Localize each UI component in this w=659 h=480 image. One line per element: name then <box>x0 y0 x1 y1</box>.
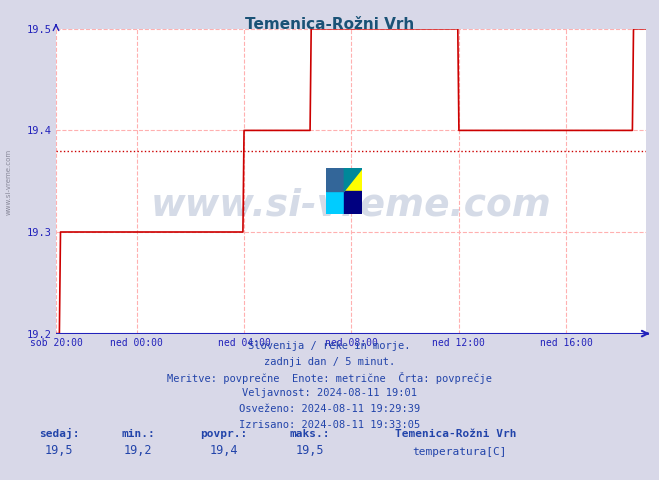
Text: sedaj:: sedaj: <box>39 428 80 439</box>
Text: www.si-vreme.com: www.si-vreme.com <box>150 188 552 224</box>
Text: 19,4: 19,4 <box>210 444 239 457</box>
Text: 19,2: 19,2 <box>124 444 153 457</box>
Text: povpr.:: povpr.: <box>200 429 248 439</box>
Text: min.:: min.: <box>121 429 156 439</box>
Bar <box>344 168 362 191</box>
Polygon shape <box>344 168 362 191</box>
Text: Osveženo: 2024-08-11 19:29:39: Osveženo: 2024-08-11 19:29:39 <box>239 404 420 414</box>
Bar <box>344 191 362 214</box>
Text: Temenica-Rožni Vrh: Temenica-Rožni Vrh <box>245 17 414 32</box>
Text: zadnji dan / 5 minut.: zadnji dan / 5 minut. <box>264 357 395 367</box>
Text: Slovenija / reke in morje.: Slovenija / reke in morje. <box>248 341 411 351</box>
Polygon shape <box>326 168 344 191</box>
Text: 19,5: 19,5 <box>295 444 324 457</box>
Text: Meritve: povprečne  Enote: metrične  Črta: povprečje: Meritve: povprečne Enote: metrične Črta:… <box>167 372 492 384</box>
Text: maks.:: maks.: <box>289 429 330 439</box>
Text: Temenica-Rožni Vrh: Temenica-Rožni Vrh <box>395 429 517 439</box>
Text: Izrisano: 2024-08-11 19:33:05: Izrisano: 2024-08-11 19:33:05 <box>239 420 420 430</box>
Text: temperatura[C]: temperatura[C] <box>412 447 506 457</box>
Bar <box>326 191 344 214</box>
Text: www.si-vreme.com: www.si-vreme.com <box>5 149 12 216</box>
Text: Veljavnost: 2024-08-11 19:01: Veljavnost: 2024-08-11 19:01 <box>242 388 417 398</box>
Text: 19,5: 19,5 <box>45 444 74 457</box>
